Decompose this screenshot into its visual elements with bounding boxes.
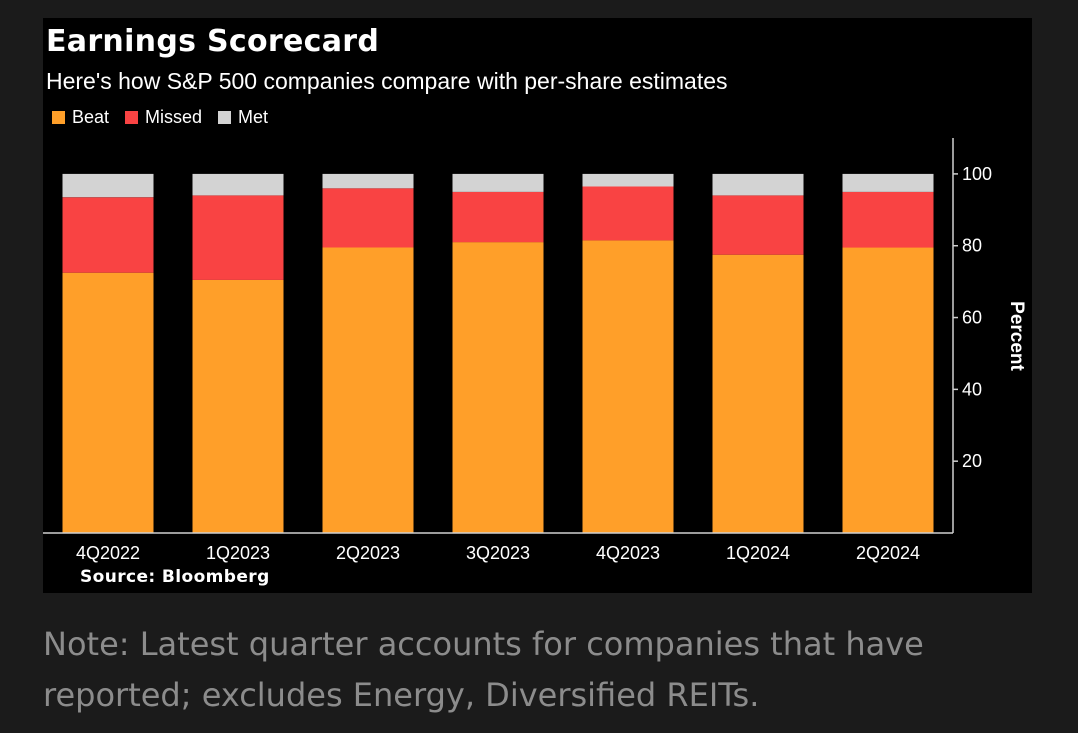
bar-met-4q2023 bbox=[582, 173, 674, 187]
chart-card: Earnings Scorecard Here's how S&P 500 co… bbox=[43, 18, 1032, 593]
legend-swatch-met bbox=[218, 111, 232, 124]
x-tick-label: 1Q2024 bbox=[726, 543, 790, 563]
bar-met-1q2024 bbox=[712, 173, 804, 196]
bar-missed-4q2022 bbox=[62, 197, 154, 273]
bar-met-1q2023 bbox=[192, 173, 284, 196]
y-tick-label: 40 bbox=[962, 379, 982, 399]
bar-beat-1q2023 bbox=[192, 279, 284, 533]
bar-beat-1q2024 bbox=[712, 254, 804, 533]
bar-met-2q2024 bbox=[842, 173, 934, 192]
bar-met-3q2023 bbox=[452, 173, 544, 192]
x-tick-label: 4Q2023 bbox=[596, 543, 660, 563]
y-tick-label: 100 bbox=[962, 164, 992, 184]
legend-swatch-missed bbox=[125, 111, 139, 124]
bar-missed-4q2023 bbox=[582, 186, 674, 241]
chart-note: Note: Latest quarter accounts for compan… bbox=[43, 625, 924, 714]
legend-item-met: Met bbox=[218, 107, 268, 128]
y-tick-label: 80 bbox=[962, 236, 982, 256]
bar-met-4q2022 bbox=[62, 173, 154, 198]
legend-item-missed: Missed bbox=[125, 107, 202, 128]
x-tick-label: 4Q2022 bbox=[76, 543, 140, 563]
bar-beat-4q2023 bbox=[582, 240, 674, 534]
bar-missed-3q2023 bbox=[452, 191, 544, 243]
bar-chart-plot: 4Q2022 1Q2023 2Q2023 3Q2023 4Q2023 1Q2024 2Q20… bbox=[43, 138, 1027, 563]
chart-subtitle: Here's how S&P 500 companies compare wit… bbox=[46, 68, 728, 94]
bar-beat-2q2024 bbox=[842, 247, 934, 533]
legend-label-met: Met bbox=[238, 107, 269, 127]
legend-item-beat: Beat bbox=[52, 107, 109, 128]
legend: Beat Missed Met bbox=[52, 107, 268, 128]
y-tick-label: 60 bbox=[962, 308, 982, 328]
bar-beat-3q2023 bbox=[452, 242, 544, 533]
x-tick-label: 3Q2023 bbox=[466, 543, 530, 563]
x-tick-label: 1Q2023 bbox=[206, 543, 270, 563]
bar-missed-2q2024 bbox=[842, 191, 934, 248]
bar-beat-4q2022 bbox=[62, 272, 154, 533]
legend-label-beat: Beat bbox=[72, 107, 110, 127]
x-tick-label: 2Q2023 bbox=[336, 543, 400, 563]
legend-label-missed: Missed bbox=[145, 107, 203, 127]
bar-beat-2q2023 bbox=[322, 247, 414, 533]
bar-met-2q2023 bbox=[322, 173, 414, 189]
y-tick-label: 20 bbox=[962, 451, 982, 471]
x-tick-label: 2Q2024 bbox=[856, 543, 920, 563]
bar-missed-2q2023 bbox=[322, 188, 414, 248]
bar-missed-1q2023 bbox=[192, 195, 284, 280]
y-axis-label: Percent bbox=[1006, 301, 1027, 371]
chart-source: Source: Bloomberg bbox=[80, 567, 270, 587]
bar-missed-1q2024 bbox=[712, 195, 804, 255]
legend-swatch-beat bbox=[52, 111, 65, 124]
chart-title: Earnings Scorecard bbox=[46, 24, 380, 59]
